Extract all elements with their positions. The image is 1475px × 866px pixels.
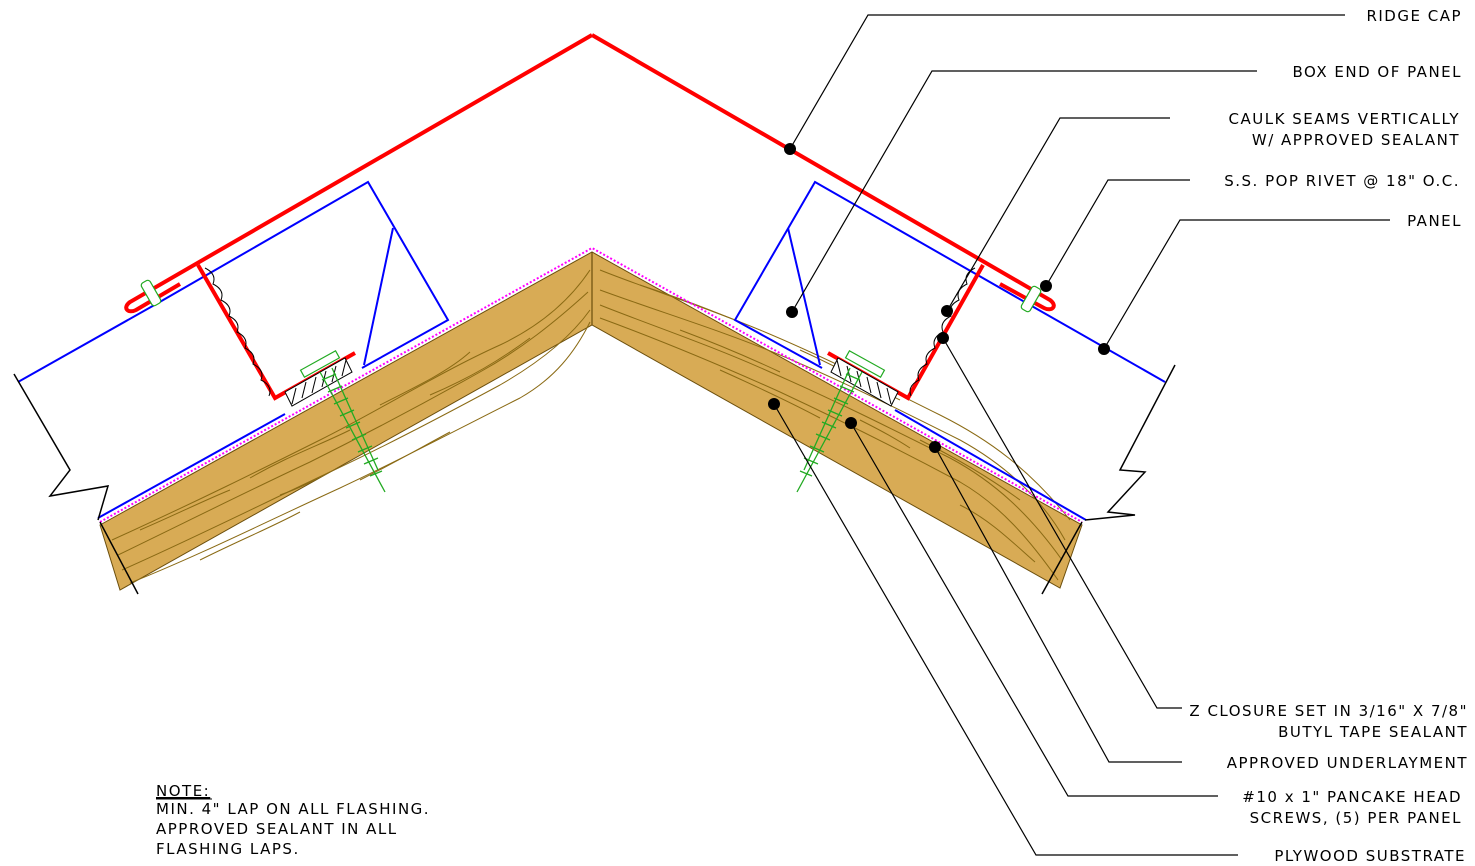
leader-panel [1098,219,1390,355]
right-panel [733,180,1166,521]
right-pop-rivet [1020,285,1042,313]
label-rivet: S.S. POP RIVET @ 18" O.C. [1224,172,1460,190]
left-panel [17,180,450,519]
note-line3: FLASHING LAPS. [156,840,300,858]
label-z-closure-line1: Z CLOSURE SET IN 3/16" X 7/8" [1189,702,1468,720]
label-panel: PANEL [1407,212,1462,230]
leader-rivet [1040,179,1190,292]
note-line1: MIN. 4" LAP ON ALL FLASHING. [156,800,430,818]
label-plywood: PLYWOOD SUBSTRATE [1274,847,1466,865]
label-underlayment: APPROVED UNDERLAYMENT [1227,754,1468,772]
label-screws-line2: SCREWS, (5) PER PANEL [1250,809,1462,827]
plywood-substrate [99,251,1083,591]
leader-screws [845,417,1218,797]
right-butyl-tape [830,357,899,407]
left-screw [299,349,386,493]
left-pop-rivet [140,279,162,307]
leader-plywood [768,398,1238,856]
right-screw [796,349,886,493]
note-title: NOTE: [156,782,210,800]
note-line2: APPROVED SEALANT IN ALL [156,820,398,838]
underlayment-line [99,246,1083,523]
label-z-closure-line2: BUTYL TAPE SEALANT [1278,723,1468,741]
label-box-end: BOX END OF PANEL [1292,63,1462,81]
leader-ridge-cap [784,14,1345,155]
label-screws-line1: #10 x 1" PANCAKE HEAD [1242,788,1462,806]
label-caulk-line2: W/ APPROVED SEALANT [1252,131,1460,149]
break-lines [13,364,1176,595]
leader-box-end [786,70,1257,318]
ridge-cap [124,33,1056,314]
leader-caulk [941,117,1170,317]
leader-underlayment [929,441,1182,763]
leader-z-closure [937,332,1182,709]
label-caulk-line1: CAULK SEAMS VERTICALLY [1229,110,1460,128]
label-ridge-cap: RIDGE CAP [1366,7,1462,25]
